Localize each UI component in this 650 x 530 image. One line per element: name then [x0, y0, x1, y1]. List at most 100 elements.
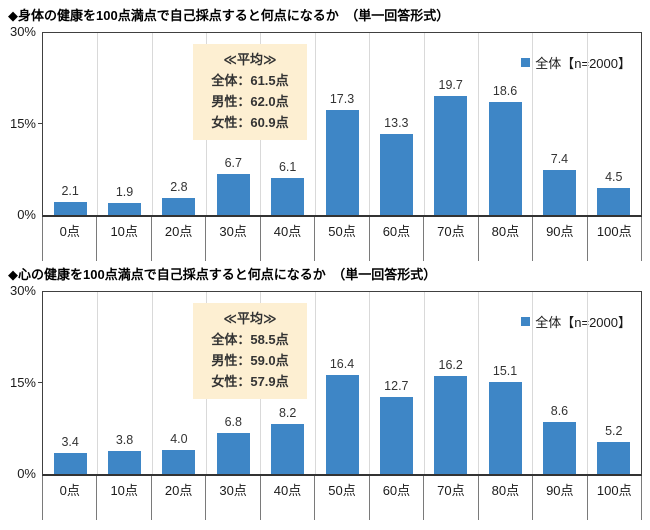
bar-value-label: 8.6 [550, 403, 569, 418]
bar-50点 [325, 110, 359, 215]
average-annotation-box: ≪平均≫ 全体：61.5点 男性：62.0点 女性：60.9点 [193, 44, 307, 140]
y-axis-tick-label-0: 0% [17, 466, 36, 481]
bar-100点 [597, 442, 631, 474]
plot-area: 全体【n=2000】 3.4 3.8 4.0 6.8 8.2 16.4 12.7 16.2 15… [42, 291, 642, 476]
category-gridline [314, 33, 316, 215]
y-axis-tick-mark [38, 382, 42, 383]
x-axis-label-20点: 20点 [152, 476, 207, 520]
y-axis-tick-mark [38, 123, 42, 124]
bar-80点 [488, 102, 522, 215]
bar-value-label: 4.0 [170, 431, 188, 446]
bar-value-label: 6.7 [224, 156, 242, 171]
average-line-female: 女性：60.9点 [211, 115, 289, 130]
bar-value-label: 15.1 [492, 364, 518, 379]
bar-80点 [488, 382, 522, 474]
bar-value-label: 3.4 [61, 435, 79, 450]
x-axis-label-70点: 70点 [424, 217, 479, 261]
bar-value-label: 16.2 [438, 357, 463, 372]
bar-value-label: 12.7 [384, 378, 409, 393]
x-axis-label-80点: 80点 [479, 476, 534, 520]
category-gridline [586, 33, 588, 215]
y-axis-tick-label-15: 15% [9, 375, 36, 390]
x-axis-label-20点: 20点 [152, 217, 207, 261]
x-axis-label-10点: 10点 [97, 476, 152, 520]
category-gridline [151, 292, 153, 474]
bar-50点 [325, 374, 359, 474]
bar-20点 [162, 449, 196, 474]
x-axis-label-40点: 40点 [261, 217, 316, 261]
bar-value-label: 2.8 [170, 180, 188, 195]
chart-title: ◆心の健康を100点満点で自己採点すると何点になるか （単一回答形式） [8, 267, 437, 282]
average-line-total: 全体：61.5点 [211, 73, 289, 88]
category-gridline [369, 33, 371, 215]
bar-value-label: 3.8 [115, 432, 134, 447]
average-heading: ≪平均≫ [223, 311, 277, 326]
legend: 全体【n=2000】 [519, 53, 633, 72]
x-axis-label-60点: 60点 [370, 476, 425, 520]
x-axis-label-90点: 90点 [533, 476, 588, 520]
y-axis-tick-label-15: 15% [9, 116, 36, 131]
bar-value-label: 8.2 [278, 406, 297, 421]
category-gridline [423, 33, 425, 215]
category-gridline [423, 292, 425, 474]
legend-series-label: 全体【n=2000】 [535, 56, 631, 71]
legend-color-swatch [521, 58, 531, 67]
bar-60点 [379, 134, 413, 215]
category-gridline [97, 33, 99, 215]
bar-100点 [597, 187, 631, 215]
bar-value-label: 19.7 [438, 77, 463, 92]
bar-30点 [216, 174, 250, 215]
bar-10点 [108, 203, 142, 215]
x-axis-labels: 0点 10点 20点 30点 40点 50点 60点 70点 80点 90点 100点 [42, 217, 642, 261]
x-axis-label-50点: 50点 [315, 217, 370, 261]
bar-40点 [271, 178, 305, 215]
bar-value-label: 13.3 [384, 116, 409, 131]
y-axis-tick-label-30: 30% [9, 24, 36, 39]
category-gridline [477, 292, 479, 474]
category-gridline [532, 33, 534, 215]
bar-90点 [542, 421, 576, 474]
average-line-male: 男性：62.0点 [211, 94, 289, 109]
y-axis-tick-label-30: 30% [9, 283, 36, 298]
category-gridline [97, 292, 99, 474]
x-axis-label-100点: 100点 [588, 217, 642, 261]
category-gridline [151, 33, 153, 215]
category-gridline [532, 292, 534, 474]
chart-title: ◆身体の健康を100点満点で自己採点すると何点になるか （単一回答形式） [8, 8, 450, 23]
x-axis-label-70点: 70点 [424, 476, 479, 520]
bar-40点 [271, 424, 305, 474]
x-axis-label-90点: 90点 [533, 217, 588, 261]
legend: 全体【n=2000】 [519, 312, 633, 331]
x-axis-label-100点: 100点 [588, 476, 642, 520]
x-axis-label-0点: 0点 [43, 476, 98, 520]
bar-90点 [542, 170, 576, 215]
bar-70点 [434, 375, 468, 474]
x-axis-label-80点: 80点 [479, 217, 534, 261]
category-gridline [314, 292, 316, 474]
x-axis-label-50点: 50点 [315, 476, 370, 520]
bar-value-label: 1.9 [115, 185, 134, 200]
bar-value-label: 18.6 [492, 84, 518, 99]
x-axis-label-40点: 40点 [261, 476, 316, 520]
category-gridline [477, 33, 479, 215]
bar-value-label: 5.2 [605, 424, 623, 439]
x-axis-labels: 0点 10点 20点 30点 40点 50点 60点 70点 80点 90点 100点 [42, 476, 642, 520]
legend-series-label: 全体【n=2000】 [535, 315, 631, 330]
average-line-female: 女性：57.9点 [211, 374, 289, 389]
average-line-total: 全体：58.5点 [211, 332, 289, 347]
average-annotation-box: ≪平均≫ 全体：58.5点 男性：59.0点 女性：57.9点 [193, 303, 307, 399]
x-axis-label-30点: 30点 [206, 217, 261, 261]
bar-value-label: 4.5 [605, 169, 623, 184]
bar-20点 [162, 198, 196, 215]
average-heading: ≪平均≫ [223, 52, 277, 67]
mental-health-score-chart: ◆心の健康を100点満点で自己採点すると何点になるか （単一回答形式） 30% … [0, 259, 650, 530]
plot-area: 全体【n=2000】 2.1 1.9 2.8 6.7 6.1 17.3 13.3 19.7 18… [42, 32, 642, 217]
x-axis-label-0点: 0点 [43, 217, 98, 261]
x-axis-label-10点: 10点 [97, 217, 152, 261]
x-axis-label-30点: 30点 [206, 476, 261, 520]
legend-color-swatch [521, 317, 531, 326]
bar-value-label: 17.3 [329, 92, 355, 107]
y-axis-tick-label-0: 0% [17, 207, 36, 222]
bar-0点 [53, 453, 87, 474]
bar-70点 [434, 95, 468, 215]
